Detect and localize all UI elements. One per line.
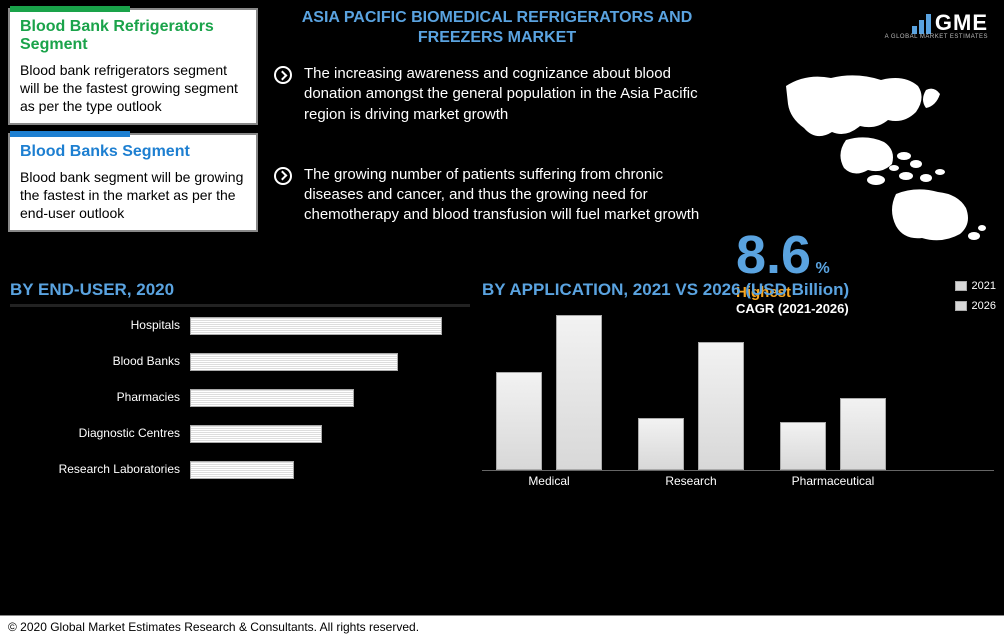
hbar-fill bbox=[190, 353, 398, 371]
application-chart: BY APPLICATION, 2021 VS 2026 (USD Billio… bbox=[482, 280, 994, 489]
chart-title: BY END-USER, 2020 bbox=[10, 280, 470, 300]
hbar-fill bbox=[190, 389, 354, 407]
card-title: Blood Banks Segment bbox=[20, 143, 246, 161]
chevron-right-icon bbox=[274, 167, 292, 185]
hbar-row: Research Laboratories bbox=[10, 459, 464, 481]
chart-title: BY APPLICATION, 2021 VS 2026 (USD Billio… bbox=[482, 280, 994, 300]
bullet-2: The growing number of patients suffering… bbox=[274, 165, 720, 226]
chart-icon bbox=[912, 12, 931, 34]
legend-label: 2021 bbox=[972, 280, 996, 292]
hbar-label: Research Laboratories bbox=[10, 463, 180, 477]
legend-label: 2026 bbox=[972, 300, 996, 312]
hbar-fill bbox=[190, 425, 322, 443]
legend-swatch bbox=[955, 281, 967, 291]
stat-value: 8.6 bbox=[736, 225, 811, 285]
hbar-track bbox=[190, 423, 464, 445]
hbar-row: Blood Banks bbox=[10, 351, 464, 373]
legend-item: 2026 bbox=[955, 300, 996, 312]
logo-text: GME bbox=[935, 10, 988, 36]
card-body: Blood bank refrigerators segment will be… bbox=[20, 61, 246, 116]
vbar-label: Medical bbox=[496, 475, 602, 489]
hbar-label: Hospitals bbox=[10, 319, 180, 333]
hbar-track bbox=[190, 459, 464, 481]
hbar-row: Hospitals bbox=[10, 315, 464, 337]
card-accent bbox=[10, 131, 130, 137]
vbar bbox=[638, 418, 684, 470]
hbar-row: Pharmacies bbox=[10, 387, 464, 409]
vbar bbox=[840, 398, 886, 470]
hbar-track bbox=[190, 387, 464, 409]
card-blood-bank-refrigerators: Blood Bank Refrigerators Segment Blood b… bbox=[8, 8, 258, 125]
hbar-fill bbox=[190, 317, 442, 335]
card-blood-banks: Blood Banks Segment Blood bank segment w… bbox=[8, 133, 258, 232]
logo-subtitle: A GLOBAL MARKET ESTIMATES bbox=[885, 34, 988, 40]
hbar-row: Diagnostic Centres bbox=[10, 423, 464, 445]
vbar-label: Pharmaceutical bbox=[780, 475, 886, 489]
bullet-text: The growing number of patients suffering… bbox=[304, 165, 720, 226]
card-accent bbox=[10, 6, 130, 12]
left-cards: Blood Bank Refrigerators Segment Blood b… bbox=[8, 8, 258, 266]
logo: GME bbox=[912, 10, 988, 36]
legend: 2021 2026 bbox=[955, 280, 996, 312]
stat-unit: % bbox=[816, 260, 830, 277]
card-body: Blood bank segment will be growing the f… bbox=[20, 168, 246, 223]
page-title: ASIA PACIFIC BIOMEDICAL REFRIGERATORS AN… bbox=[274, 8, 720, 48]
hbar-label: Pharmacies bbox=[10, 391, 180, 405]
vbar-group bbox=[638, 342, 744, 470]
vbar-group bbox=[780, 398, 886, 470]
hbar-track bbox=[190, 351, 464, 373]
vbar bbox=[698, 342, 744, 470]
vbar-label: Research bbox=[638, 475, 744, 489]
hbar-track bbox=[190, 315, 464, 337]
chevron-right-icon bbox=[274, 66, 292, 84]
vbar bbox=[556, 315, 602, 470]
end-user-chart: BY END-USER, 2020 Hospitals Blood Banks Ph… bbox=[10, 280, 470, 489]
vbar-group bbox=[496, 315, 602, 470]
vbar bbox=[496, 372, 542, 470]
center-column: ASIA PACIFIC BIOMEDICAL REFRIGERATORS AN… bbox=[268, 8, 726, 266]
hbar-label: Blood Banks bbox=[10, 355, 180, 369]
legend-item: 2021 bbox=[955, 280, 996, 292]
bullet-text: The increasing awareness and cognizance … bbox=[304, 64, 720, 125]
hbar-fill bbox=[190, 461, 294, 479]
bullet-1: The increasing awareness and cognizance … bbox=[274, 64, 720, 125]
right-column: GME A GLOBAL MARKET ESTIMATES bbox=[736, 8, 996, 266]
legend-swatch bbox=[955, 301, 967, 311]
card-title: Blood Bank Refrigerators Segment bbox=[20, 18, 246, 55]
vbar bbox=[780, 422, 826, 470]
footer-copyright: © 2020 Global Market Estimates Research … bbox=[0, 615, 1004, 638]
map-asia-pacific-icon bbox=[776, 68, 996, 248]
divider bbox=[10, 304, 470, 307]
hbar-label: Diagnostic Centres bbox=[10, 427, 180, 441]
